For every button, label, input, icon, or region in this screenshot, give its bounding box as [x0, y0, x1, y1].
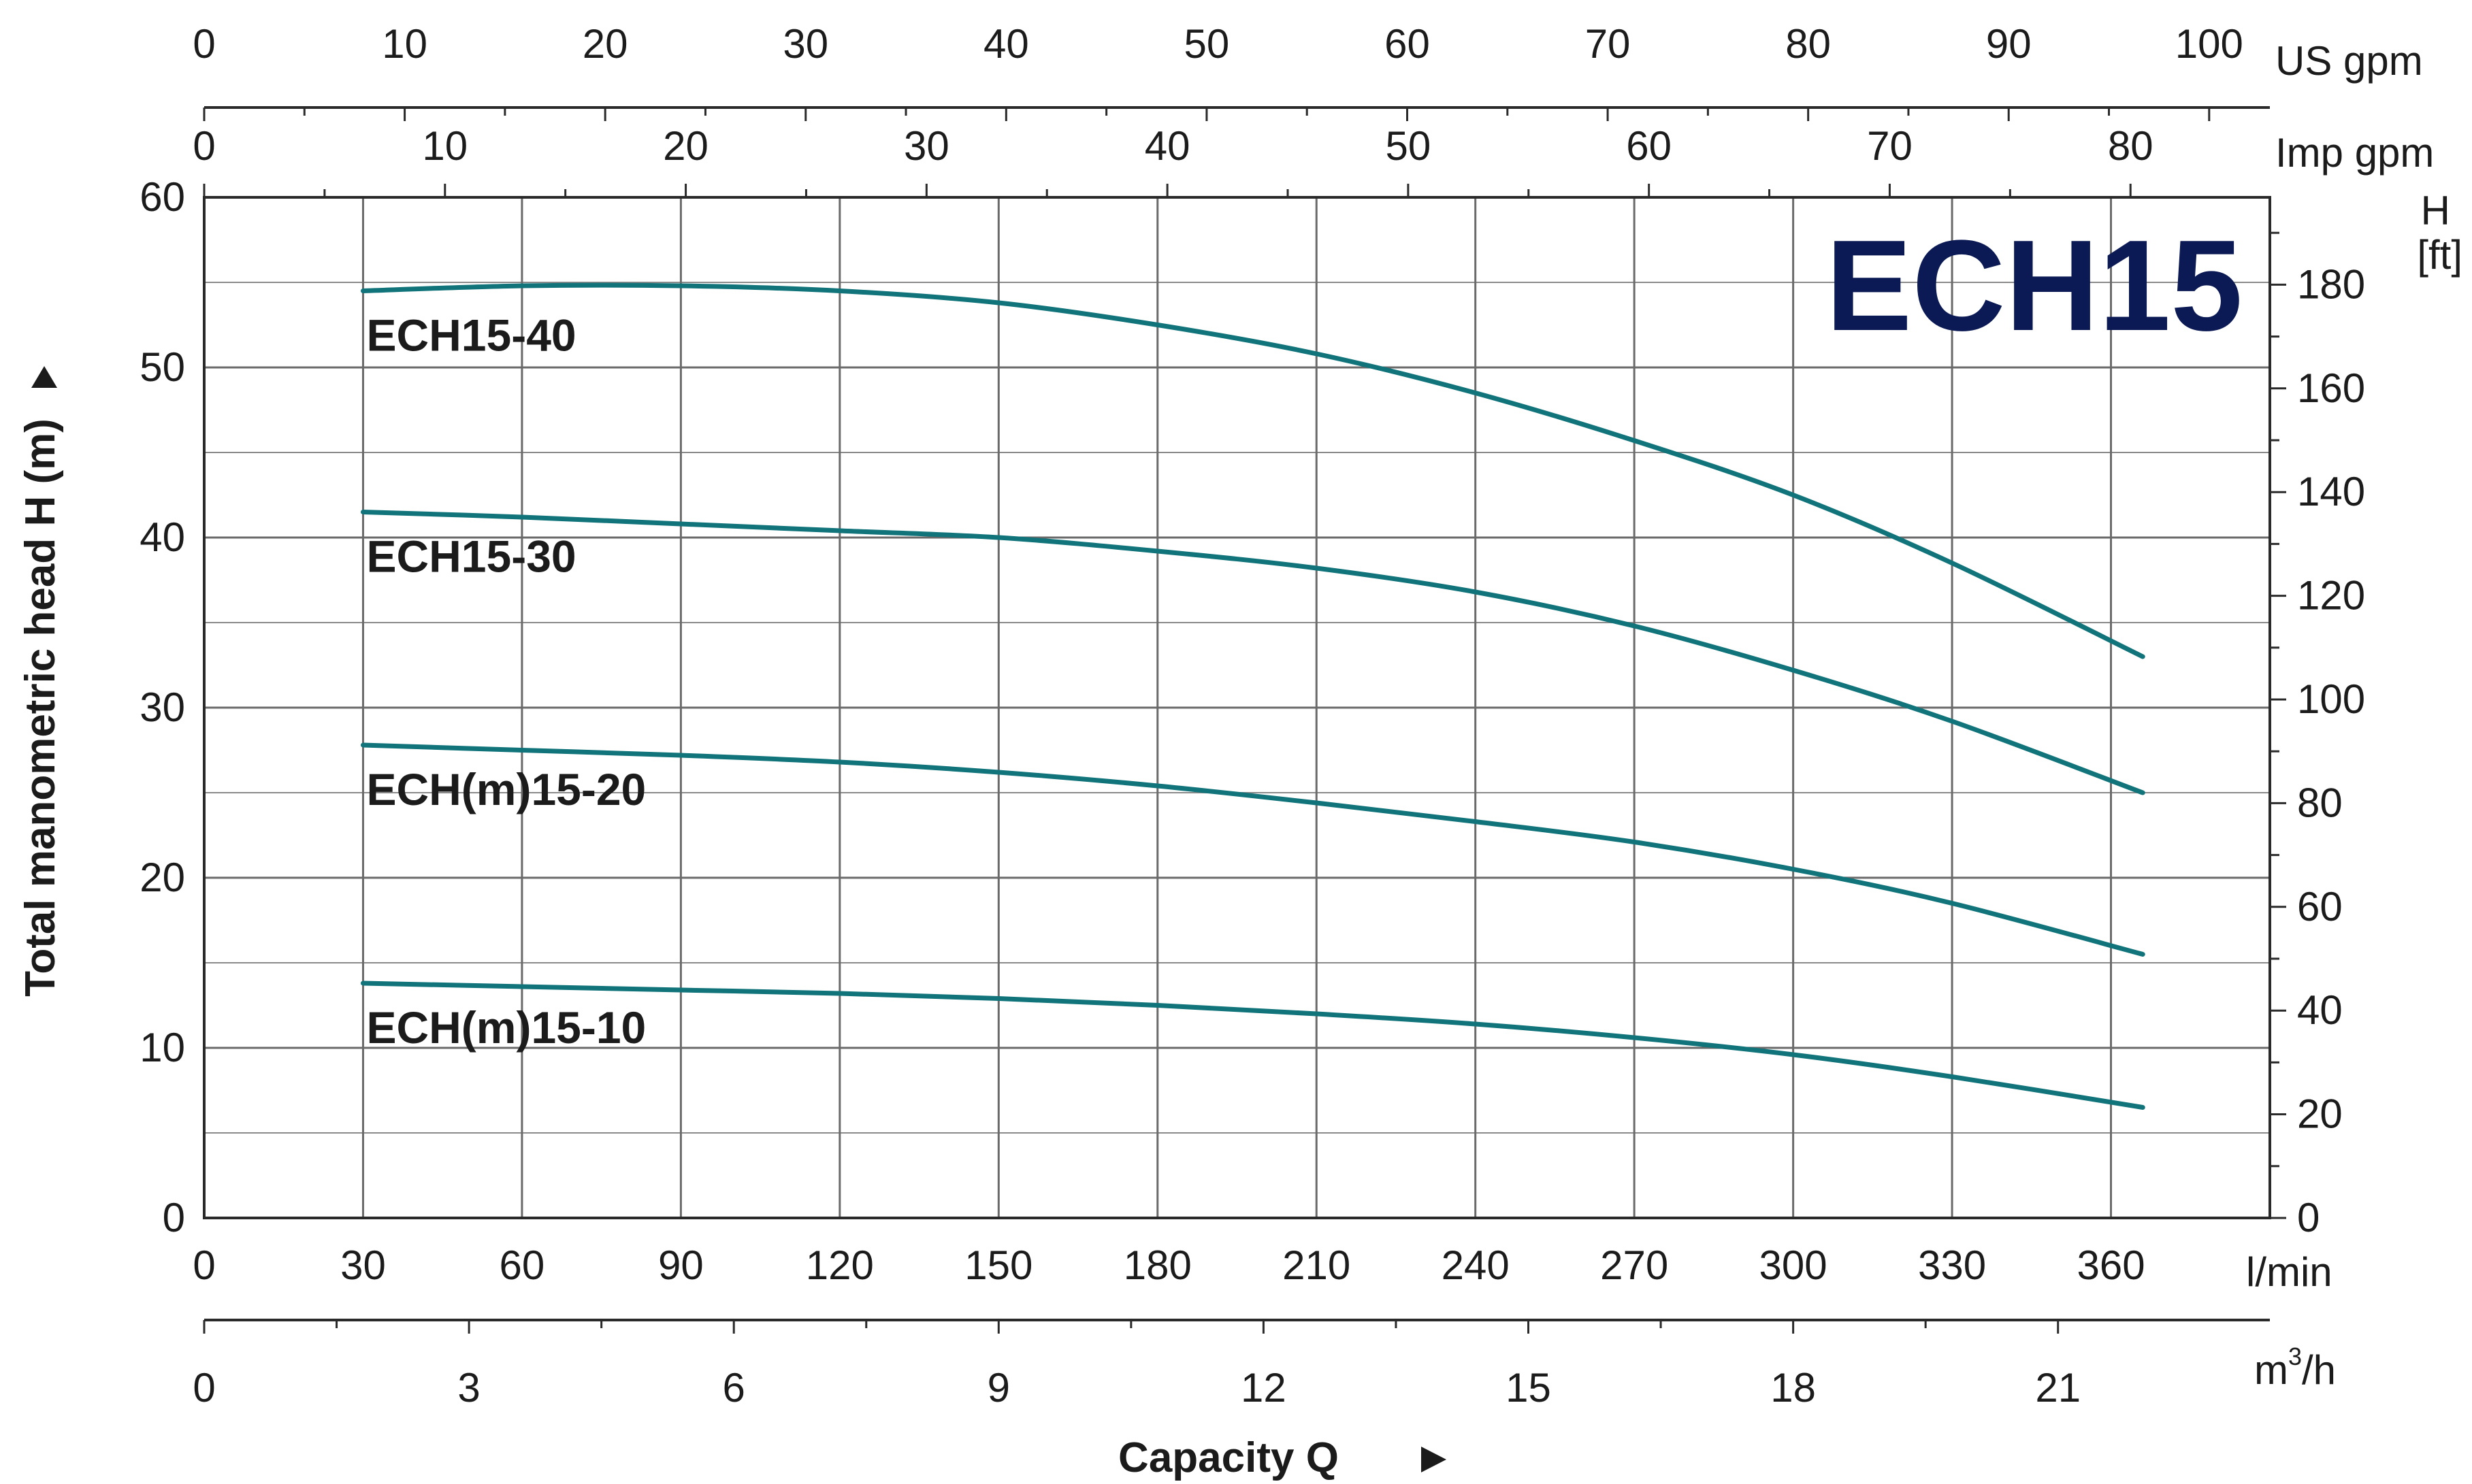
us-gpm-tick-label: 0	[193, 21, 215, 67]
x-tick-label: 360	[2077, 1242, 2145, 1288]
x-tick-label: 210	[1282, 1242, 1350, 1288]
us-gpm-tick-label: 10	[382, 21, 427, 67]
x-tick-label: 0	[193, 1242, 215, 1288]
imp-gpm-tick-label: 80	[2108, 123, 2153, 169]
ft-tick-label: 100	[2297, 676, 2365, 722]
m3h-tick-label: 3	[457, 1365, 480, 1411]
x-tick-label: 60	[500, 1242, 545, 1288]
x-axis-arrow-icon	[1421, 1447, 1446, 1472]
m3h-tick-label: 15	[1506, 1365, 1551, 1411]
y-axis-title: Total manometric head H (m)	[17, 418, 64, 997]
m3h-tick-label: 9	[988, 1365, 1010, 1411]
m3h-label: m3/h	[2254, 1342, 2336, 1393]
ft-tick-label: 180	[2297, 261, 2365, 307]
series-label-1: ECH15-30	[366, 531, 576, 582]
y-tick-label: 50	[140, 344, 185, 390]
ft-axis-label-unit: [ft]	[2417, 232, 2462, 278]
x-tick-label: 270	[1600, 1242, 1668, 1288]
ft-tick-label: 40	[2297, 987, 2343, 1033]
imp-gpm-tick-label: 40	[1145, 123, 1190, 169]
x-tick-label: 120	[806, 1242, 874, 1288]
us-gpm-tick-label: 30	[783, 21, 828, 67]
y-tick-label: 10	[140, 1025, 185, 1070]
series-line-0	[360, 282, 2145, 659]
us-gpm-tick-label: 60	[1384, 21, 1430, 67]
x-tick-label: 90	[658, 1242, 704, 1288]
us-gpm-tick-label: 90	[1986, 21, 2032, 67]
series-layer	[360, 282, 2145, 1110]
imp-gpm-tick-label: 0	[193, 123, 215, 169]
x-tick-label: 300	[1759, 1242, 1827, 1288]
us-gpm-tick-label: 80	[1785, 21, 1831, 67]
imp-gpm-tick-label: 70	[1867, 123, 1913, 169]
imp-gpm-tick-label: 20	[663, 123, 709, 169]
ft-tick-label: 120	[2297, 573, 2365, 619]
series-label-0: ECH15-40	[366, 310, 576, 361]
m3h-tick-label: 0	[193, 1365, 215, 1411]
us-gpm-tick-label: 20	[583, 21, 628, 67]
us-gpm-tick-label: 40	[983, 21, 1029, 67]
x-tick-label: 30	[340, 1242, 386, 1288]
y-tick-label: 30	[140, 685, 185, 730]
imp-gpm-tick-label: 50	[1386, 123, 1431, 169]
m3h-tick-label: 6	[723, 1365, 745, 1411]
series-line-3	[360, 980, 2145, 1110]
x-tick-label: 240	[1442, 1242, 1510, 1288]
ft-tick-label: 160	[2297, 365, 2365, 411]
us-gpm-tick-label: 70	[1585, 21, 1631, 67]
m3h-tick-label: 12	[1241, 1365, 1286, 1411]
series-line-1	[360, 510, 2145, 795]
chart-title: ECH15	[1826, 214, 2243, 358]
us-gpm-tick-label: 100	[2175, 21, 2243, 67]
us-gpm-label: US gpm	[2275, 38, 2423, 84]
series-line-2	[360, 742, 2145, 957]
ft-tick-label: 0	[2297, 1195, 2320, 1240]
y-tick-label: 40	[140, 514, 185, 560]
ft-tick-label: 80	[2297, 780, 2343, 825]
y-tick-label: 60	[140, 174, 185, 220]
y-tick-label: 20	[140, 855, 185, 900]
imp-gpm-tick-label: 30	[904, 123, 949, 169]
imp-gpm-tick-label: 10	[422, 123, 468, 169]
m3h-tick-label: 18	[1770, 1365, 1816, 1411]
y-tick-label: 0	[163, 1195, 185, 1240]
x-tick-label: 180	[1124, 1242, 1192, 1288]
imp-gpm-label: Imp gpm	[2275, 130, 2434, 176]
ft-tick-label: 60	[2297, 884, 2343, 929]
ft-axis-label-h: H	[2421, 188, 2450, 233]
series-label-2: ECH(m)15-20	[366, 764, 646, 814]
m3h-tick-label: 21	[2035, 1365, 2081, 1411]
x-tick-label: 330	[1918, 1242, 1986, 1288]
ft-tick-label: 20	[2297, 1091, 2343, 1137]
x-tick-label: 150	[964, 1242, 1032, 1288]
imp-gpm-tick-label: 60	[1626, 123, 1672, 169]
ft-tick-label: 140	[2297, 469, 2365, 514]
x-unit-label: l/min	[2246, 1249, 2332, 1295]
us-gpm-tick-label: 50	[1184, 21, 1230, 67]
series-label-3: ECH(m)15-10	[366, 1002, 646, 1053]
grid	[204, 197, 2270, 1218]
y-axis-arrow-icon	[31, 366, 57, 388]
labels: ECH15-40 ECH15-30 ECH(m)15-20 ECH(m)15-10	[366, 310, 646, 1053]
x-axis-title: Capacity Q	[1118, 1434, 1339, 1481]
